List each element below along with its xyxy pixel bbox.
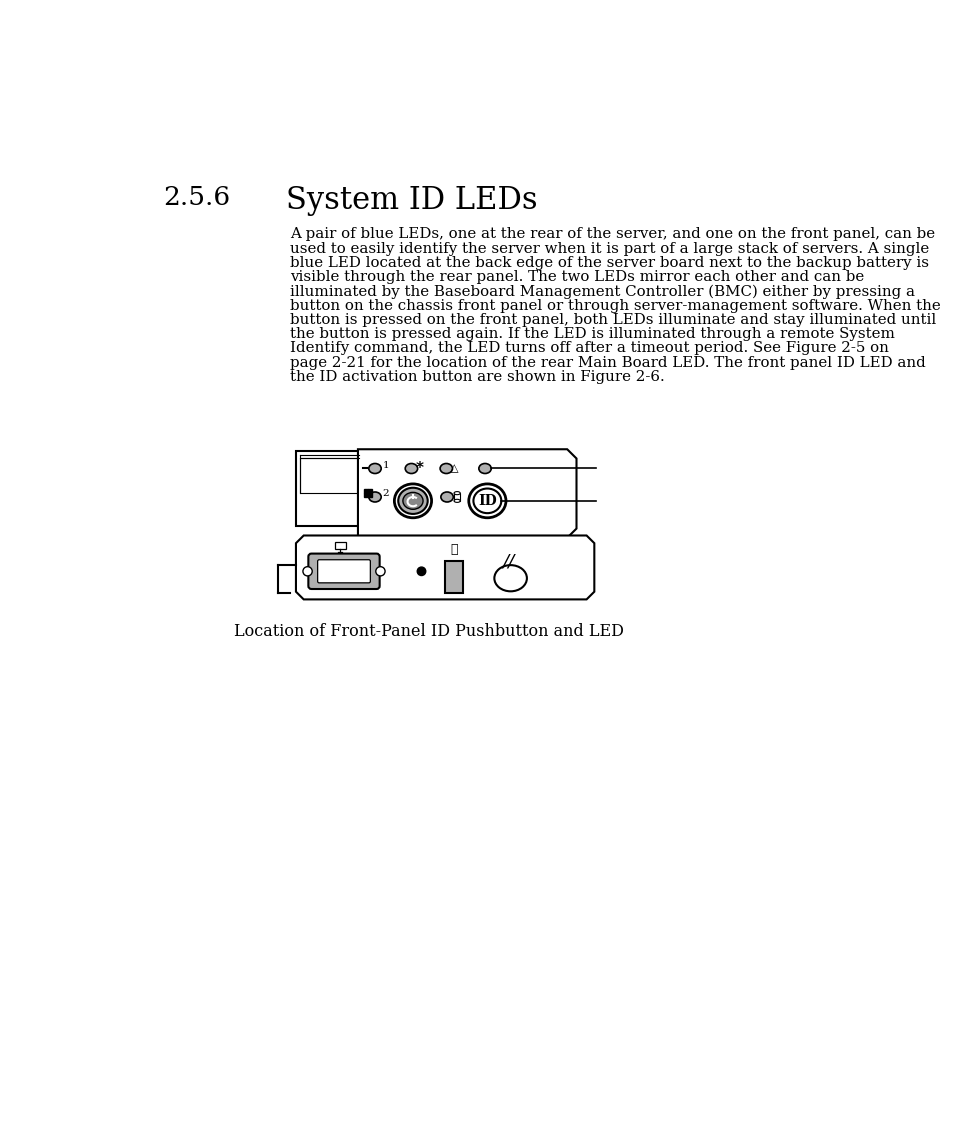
Ellipse shape xyxy=(405,464,417,474)
Text: page 2-21 for the location of the rear Main Board LED. The front panel ID LED an: page 2-21 for the location of the rear M… xyxy=(290,356,924,370)
Text: System ID LEDs: System ID LEDs xyxy=(286,185,537,216)
Ellipse shape xyxy=(375,567,385,576)
Text: button is pressed on the front panel, both LEDs illuminate and stay illuminated : button is pressed on the front panel, bo… xyxy=(290,313,935,327)
Text: visible through the rear panel. The two LEDs mirror each other and can be: visible through the rear panel. The two … xyxy=(290,270,863,284)
Text: button on the chassis front panel or through server-management software. When th: button on the chassis front panel or thr… xyxy=(290,299,940,313)
Text: Identify command, the LED turns off after a timeout period. See Figure 2-5 on: Identify command, the LED turns off afte… xyxy=(290,341,887,355)
Ellipse shape xyxy=(454,499,459,503)
Ellipse shape xyxy=(369,492,381,502)
Text: 2.5.6: 2.5.6 xyxy=(163,185,231,211)
Ellipse shape xyxy=(468,484,505,518)
Bar xyxy=(454,493,459,500)
Text: the ID activation button are shown in Figure 2-6.: the ID activation button are shown in Fi… xyxy=(290,370,664,384)
Ellipse shape xyxy=(494,566,526,591)
Text: illuminated by the Baseboard Management Controller (BMC) either by pressing a: illuminated by the Baseboard Management … xyxy=(290,284,914,299)
Ellipse shape xyxy=(416,567,425,576)
Polygon shape xyxy=(295,536,594,599)
Polygon shape xyxy=(357,449,576,538)
Text: used to easily identify the server when it is part of a large stack of servers. : used to easily identify the server when … xyxy=(290,242,928,255)
Text: Location of Front-Panel ID Pushbutton and LED: Location of Front-Panel ID Pushbutton an… xyxy=(234,623,623,640)
Ellipse shape xyxy=(439,464,452,474)
Bar xyxy=(299,458,359,493)
Text: 2: 2 xyxy=(382,489,389,498)
Ellipse shape xyxy=(440,492,453,502)
Ellipse shape xyxy=(397,488,427,514)
Ellipse shape xyxy=(303,567,312,576)
Text: *: * xyxy=(416,461,423,476)
Text: A pair of blue LEDs, one at the rear of the server, and one on the front panel, : A pair of blue LEDs, one at the rear of … xyxy=(290,228,934,242)
Ellipse shape xyxy=(394,484,431,518)
Text: the button is pressed again. If the LED is illuminated through a remote System: the button is pressed again. If the LED … xyxy=(290,327,894,341)
Ellipse shape xyxy=(402,492,422,510)
Bar xyxy=(299,458,359,493)
Text: //: // xyxy=(501,552,514,570)
Ellipse shape xyxy=(473,489,500,513)
Text: ID: ID xyxy=(477,493,497,508)
Text: blue LED located at the back edge of the server board next to the backup battery: blue LED located at the back edge of the… xyxy=(290,256,928,270)
Text: △: △ xyxy=(449,464,457,474)
Bar xyxy=(335,542,345,550)
FancyBboxPatch shape xyxy=(308,553,379,589)
Ellipse shape xyxy=(478,464,491,474)
Bar xyxy=(295,451,359,527)
Ellipse shape xyxy=(454,491,459,495)
Bar xyxy=(444,561,463,593)
FancyBboxPatch shape xyxy=(317,560,370,583)
Text: ⮌: ⮌ xyxy=(450,543,457,556)
Text: 1: 1 xyxy=(382,461,389,469)
Ellipse shape xyxy=(369,464,381,474)
